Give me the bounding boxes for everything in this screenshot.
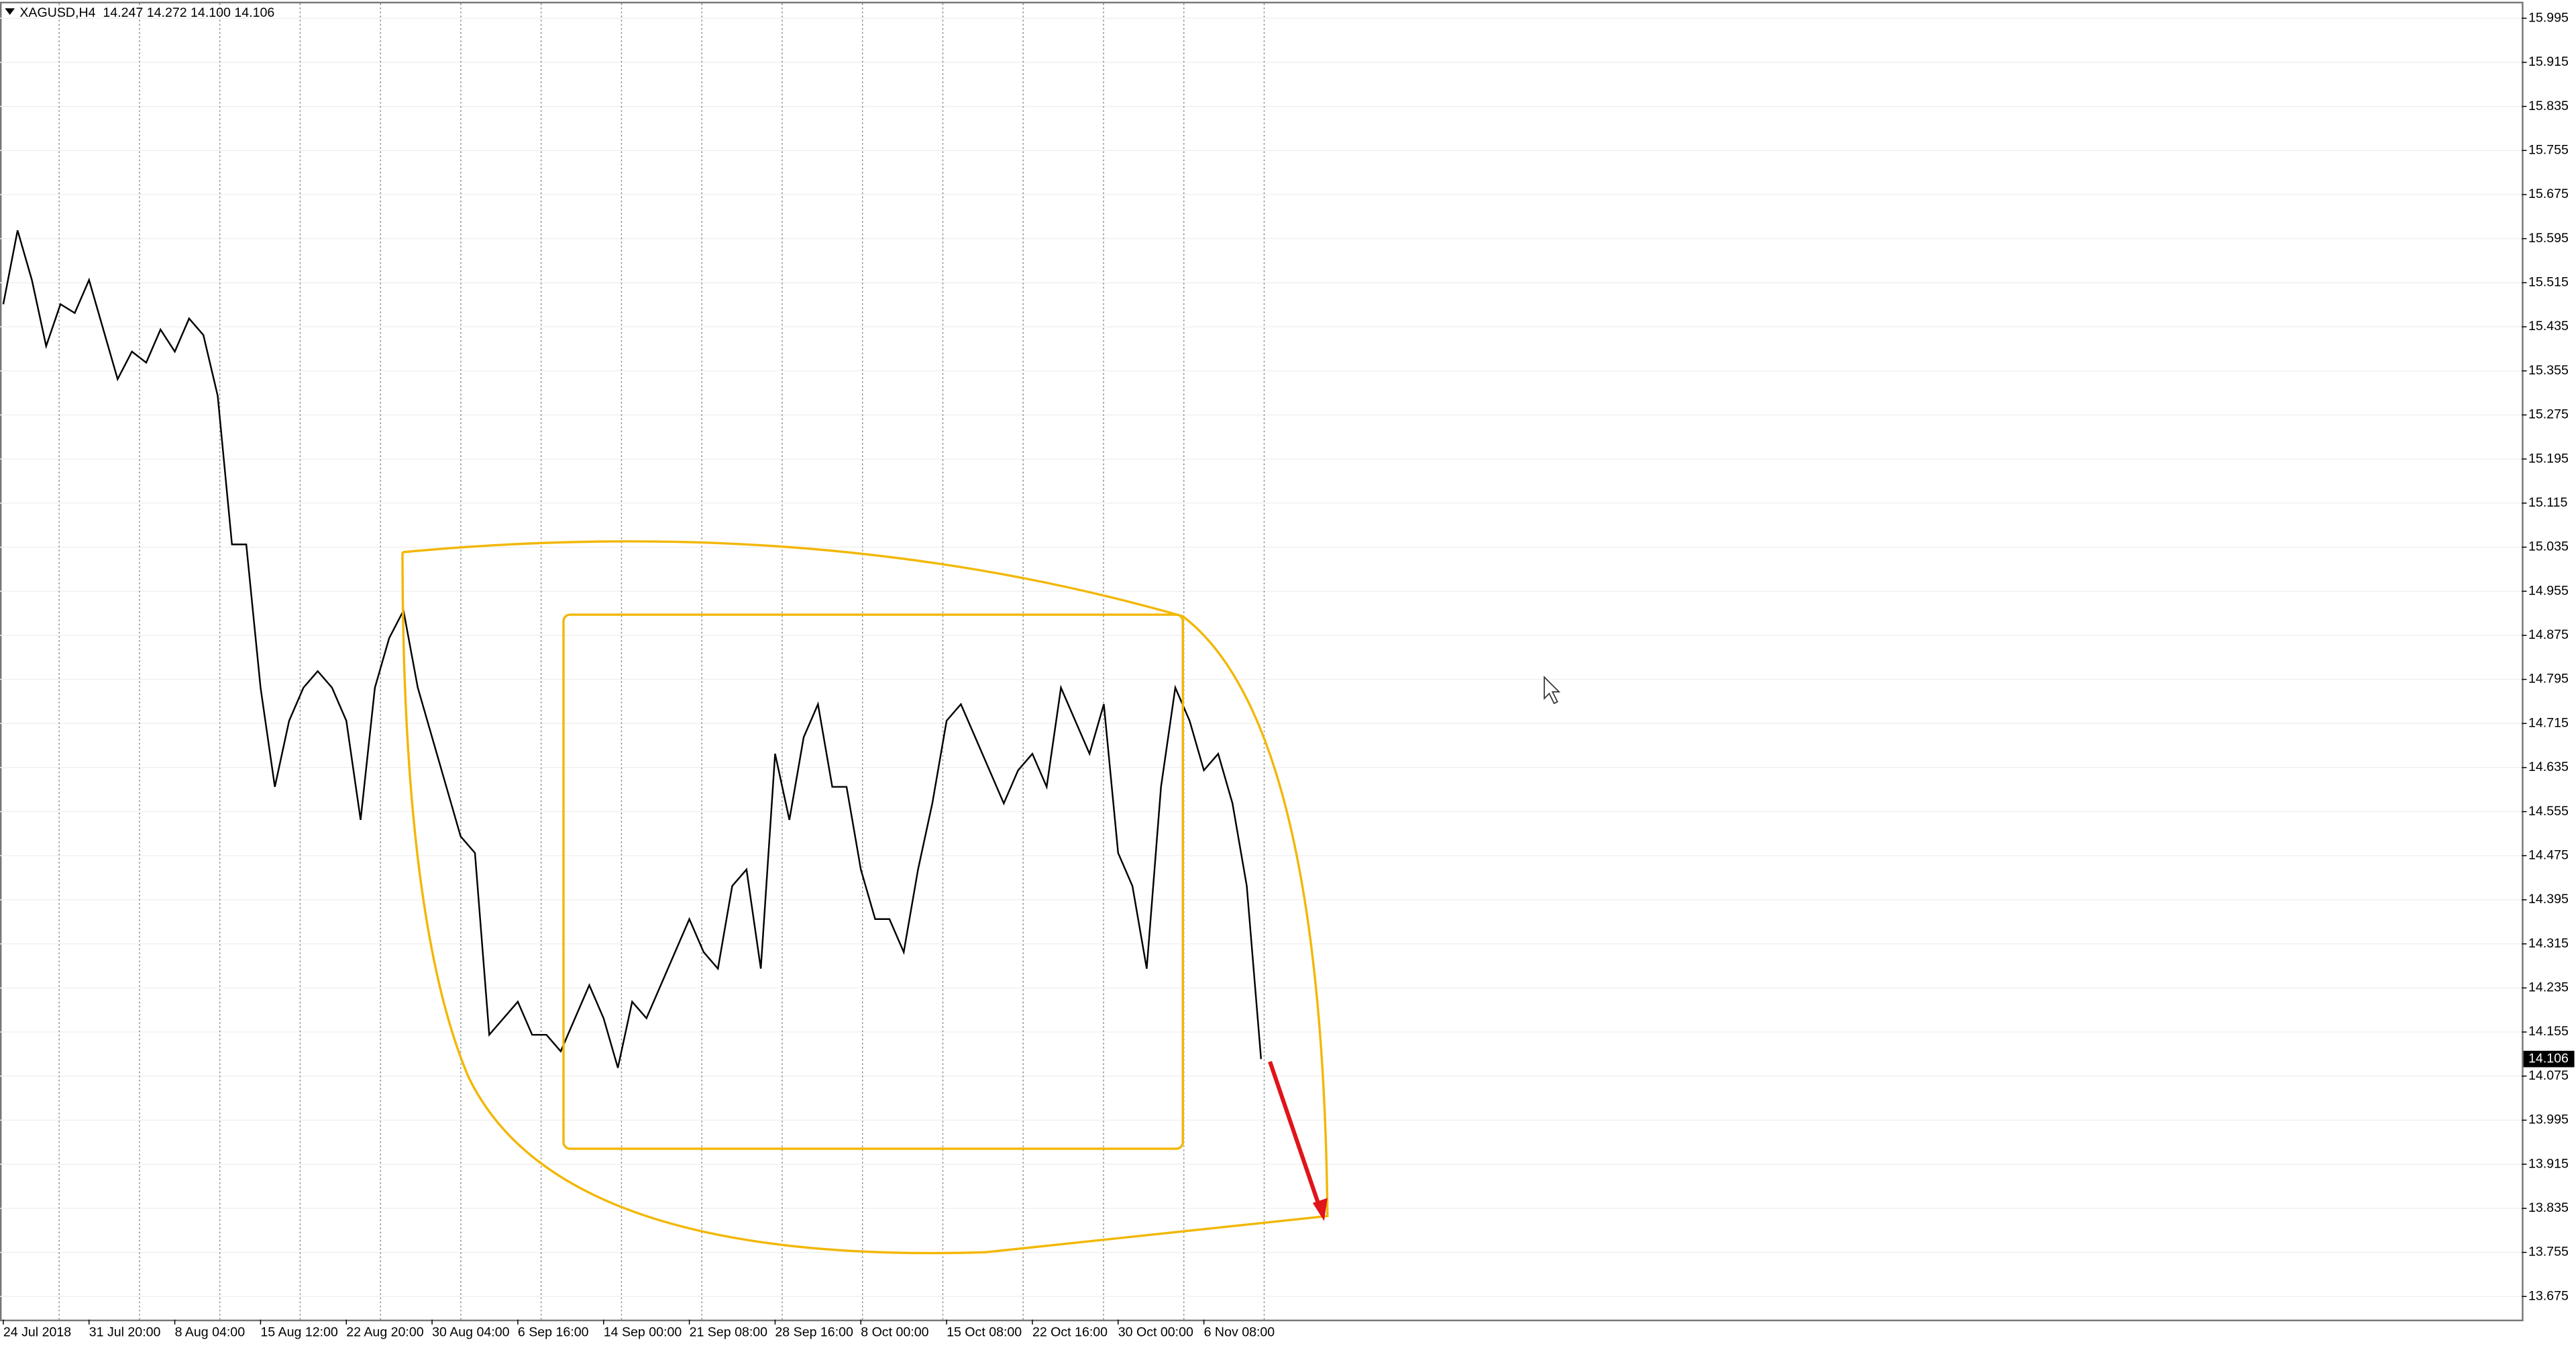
arrow-shaft xyxy=(1268,1061,1322,1207)
y-tick-label: 14.155 xyxy=(2528,1024,2569,1039)
y-tick-label: 15.595 xyxy=(2528,231,2569,246)
x-tick-label: 14 Sep 00:00 xyxy=(604,1325,682,1339)
last-price-box xyxy=(2523,1051,2575,1068)
x-tick-label: 28 Sep 16:00 xyxy=(775,1325,853,1339)
x-tick-label: 8 Oct 00:00 xyxy=(861,1325,928,1339)
x-tick-label: 30 Aug 04:00 xyxy=(432,1325,510,1339)
range-rectangle xyxy=(562,613,1184,1150)
chart-title: XAGUSD,H4 14.247 14.272 14.100 14.106 xyxy=(19,5,274,20)
y-tick-label: 13.915 xyxy=(2528,1156,2569,1171)
y-tick-label: 14.315 xyxy=(2528,936,2569,951)
x-tick-label: 31 Jul 20:00 xyxy=(89,1325,161,1339)
y-tick-label: 15.675 xyxy=(2528,187,2569,201)
y-tick-label: 14.795 xyxy=(2528,672,2569,686)
x-tick-label: 6 Nov 08:00 xyxy=(1204,1325,1275,1339)
annotations xyxy=(401,540,1329,1255)
y-tick-label: 14.635 xyxy=(2528,760,2569,774)
x-tick-label: 30 Oct 00:00 xyxy=(1118,1325,1193,1339)
plot xyxy=(2,230,1263,1068)
last-price-label: 14.106 xyxy=(2528,1051,2569,1066)
y-tick-label: 14.715 xyxy=(2528,715,2569,730)
red-arrow xyxy=(1268,1061,1328,1221)
price-line xyxy=(2,230,1263,1068)
y-tick-label: 13.675 xyxy=(2528,1288,2569,1303)
plot-frame xyxy=(0,1,2524,1322)
y-tick-label: 13.835 xyxy=(2528,1200,2569,1215)
y-tick-label: 14.875 xyxy=(2528,627,2569,642)
y-tick-label: 15.115 xyxy=(2528,495,2568,510)
y-tick-label: 13.755 xyxy=(2528,1245,2569,1259)
y-tick-label: 14.235 xyxy=(2528,980,2569,995)
y-tick-label: 15.195 xyxy=(2528,451,2569,466)
x-tick-label: 8 Aug 04:00 xyxy=(175,1325,246,1339)
y-tick-label: 15.355 xyxy=(2528,363,2569,378)
x-tick-label: 15 Aug 12:00 xyxy=(260,1325,338,1339)
y-tick-label: 15.035 xyxy=(2528,539,2569,554)
x-tick-label: 15 Oct 08:00 xyxy=(947,1325,1022,1339)
y-tick-label: 14.395 xyxy=(2528,892,2569,907)
x-tick-label: 22 Oct 16:00 xyxy=(1032,1325,1108,1339)
y-tick-label: 15.275 xyxy=(2528,407,2569,422)
x-tick-label: 22 Aug 20:00 xyxy=(346,1325,424,1339)
y-tick-label: 15.435 xyxy=(2528,319,2569,333)
y-tick-label: 13.995 xyxy=(2528,1112,2569,1127)
mouse-cursor xyxy=(1544,676,1561,705)
y-tick-label: 15.995 xyxy=(2528,10,2569,25)
arrow-head xyxy=(1312,1198,1328,1221)
y-tick-label: 14.475 xyxy=(2528,847,2569,862)
y-tick-label: 14.075 xyxy=(2528,1068,2569,1083)
grid xyxy=(0,17,2522,1297)
menu-arrow[interactable] xyxy=(5,8,15,15)
y-tick-label: 15.755 xyxy=(2528,142,2569,157)
x-tick-label: 6 Sep 16:00 xyxy=(518,1325,589,1339)
price-axis: 15.995 15.915 15.835 15.755 15.675 15.595 15.5… xyxy=(3,10,2575,1339)
x-tick-label: 21 Sep 08:00 xyxy=(690,1325,768,1339)
y-tick-label: 15.515 xyxy=(2528,275,2569,290)
y-tick-label: 15.835 xyxy=(2528,99,2569,113)
y-tick-label: 15.915 xyxy=(2528,54,2569,69)
curved-outline xyxy=(401,540,1329,1255)
x-tick-label: 24 Jul 2018 xyxy=(3,1325,71,1339)
y-tick-label: 14.955 xyxy=(2528,583,2569,598)
y-tick-label: 14.555 xyxy=(2528,804,2569,819)
